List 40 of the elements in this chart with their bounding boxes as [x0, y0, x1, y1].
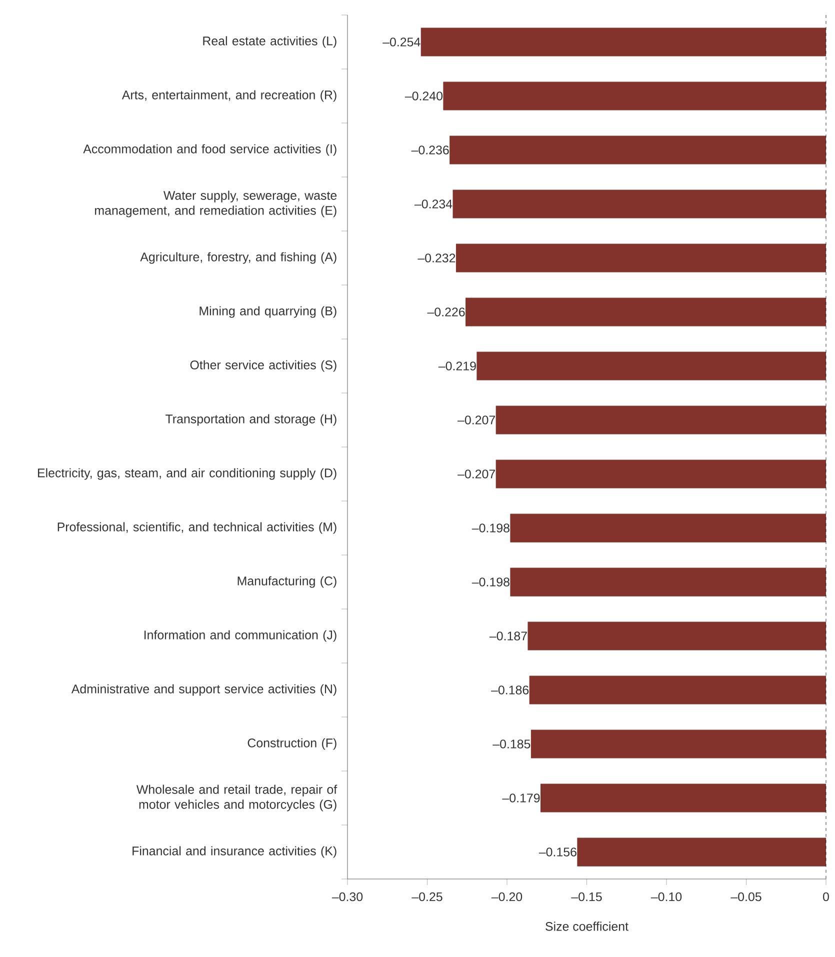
data-label: –0.219	[438, 362, 476, 370]
x-tick-label: –0.10	[650, 892, 682, 902]
data-label: –0.207	[458, 470, 495, 478]
y-tick-label: Information and communication (J)	[144, 630, 336, 642]
y-tick-label: Other service activities (S)	[190, 360, 336, 372]
x-tick-label: 0	[823, 892, 829, 902]
data-label: –0.236	[411, 146, 449, 154]
data-label: –0.232	[418, 254, 456, 262]
x-axis-title: Size coefficient	[546, 922, 628, 931]
y-tick-label: Financial and insurance activities (K)	[132, 846, 336, 858]
y-tick-label: Wholesale and retail trade, repair of motor vehicles and motorcycles (G)	[136, 784, 338, 812]
y-tick-label: Real estate activities (L)	[203, 36, 336, 48]
y-tick-label: Water supply, sewerage, waste management, and remediation activities (E)	[95, 190, 337, 218]
y-tick-label: Electricity, gas, steam, and air conditioning supply (D)	[38, 468, 336, 480]
data-label: –0.156	[538, 848, 576, 856]
data-label: –0.185	[492, 740, 530, 748]
y-tick-label: Mining and quarrying (B)	[200, 306, 336, 318]
x-tick-label: –0.15	[571, 892, 602, 902]
y-tick-label: Administrative and support service activities (N)	[71, 684, 336, 696]
y-tick-label: Manufacturing (C)	[238, 576, 336, 588]
y-tick-label: Professional, scientific, and technical activities (M)	[58, 522, 336, 534]
data-label: –0.207	[458, 416, 495, 424]
data-label: –0.234	[414, 200, 452, 208]
data-label: –0.254	[382, 38, 420, 46]
y-tick-label: Construction (F)	[248, 738, 336, 750]
data-label: –0.226	[427, 308, 465, 316]
data-label: –0.198	[472, 578, 510, 586]
y-tick-label: Arts, entertainment, and recreation (R)	[122, 90, 336, 102]
y-tick-label: Transportation and storage (H)	[166, 414, 336, 426]
data-label: –0.179	[502, 794, 540, 802]
data-label: –0.187	[489, 632, 527, 640]
data-label: –0.186	[491, 686, 529, 694]
x-tick-label: –0.20	[491, 892, 522, 902]
y-tick-label: Agriculture, forestry, and fishing (A)	[140, 252, 336, 264]
x-tick-label: –0.05	[730, 892, 762, 902]
data-label: –0.240	[404, 92, 443, 100]
x-tick-label: –0.30	[332, 892, 363, 902]
data-label: –0.198	[472, 524, 510, 532]
x-tick-label: –0.25	[412, 892, 442, 902]
y-tick-label: Accommodation and food service activities (I)	[83, 144, 336, 156]
